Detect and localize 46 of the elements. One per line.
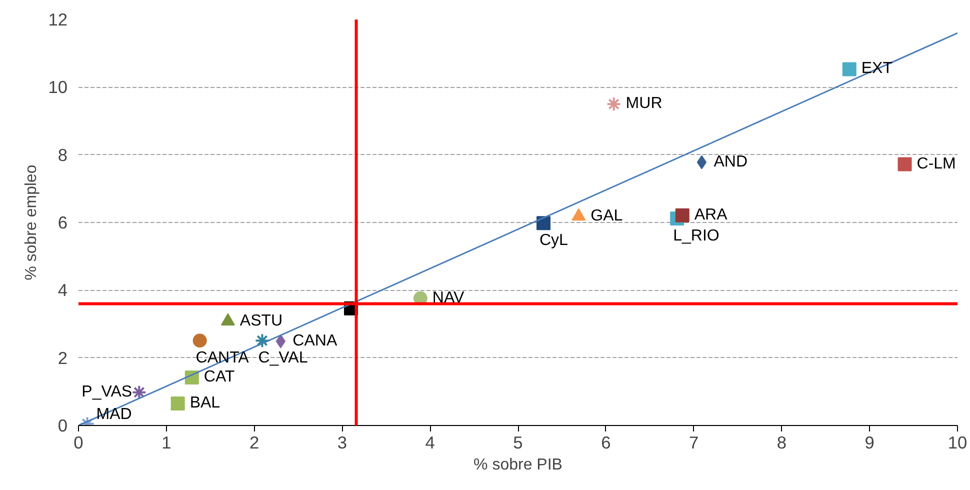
x-axis-title: % sobre PIB — [474, 456, 562, 474]
point — [276, 334, 286, 348]
y-tick-label: 12 — [48, 10, 68, 30]
series-label: CyL — [539, 232, 568, 250]
series-label: CANA — [292, 332, 338, 350]
series-label: L_RIO — [673, 227, 720, 244]
x-tick-label: 2 — [249, 432, 260, 452]
point — [675, 208, 690, 222]
y-tick-label: 10 — [48, 77, 68, 98]
x-tick-label: 8 — [776, 432, 787, 452]
series-label: NAV — [432, 289, 464, 306]
point — [170, 396, 185, 411]
point — [192, 334, 207, 348]
series-label: BAL — [190, 394, 220, 412]
point — [254, 333, 270, 348]
y-tick-label: 6 — [58, 212, 68, 232]
point — [898, 157, 912, 172]
x-tick-label: 4 — [425, 432, 436, 452]
y-tick-label: 2 — [58, 348, 68, 368]
series-label: MAD — [96, 406, 132, 423]
x-tick-label: 0 — [74, 432, 84, 452]
point — [842, 62, 856, 76]
series-label: C_VAL — [258, 350, 308, 367]
series-label: CAT — [204, 368, 235, 386]
y-tick-label: 0 — [58, 416, 68, 436]
series-label: P_VAS — [82, 383, 132, 400]
x-tick-label: 6 — [601, 432, 611, 452]
x-tick-label: 1 — [162, 432, 172, 452]
point — [536, 216, 550, 230]
point — [606, 96, 622, 112]
point — [132, 384, 147, 400]
series-label: AND — [714, 153, 748, 170]
point — [696, 155, 707, 170]
x-tick-label: 5 — [513, 432, 523, 452]
x-tick-label: 10 — [948, 432, 968, 452]
series-label: C-LM — [916, 155, 956, 172]
series-label: GAL — [590, 207, 623, 224]
series-label: MUR — [626, 95, 662, 112]
x-tick-label: 9 — [864, 432, 874, 452]
y-axis-title: % sobre empleo — [23, 164, 40, 280]
x-tick-label: 3 — [337, 432, 348, 452]
series-label: ASTU — [240, 312, 283, 330]
y-tick-label: 8 — [58, 144, 68, 165]
x-tick-label: 7 — [688, 432, 699, 452]
y-tick-label: 4 — [58, 280, 68, 300]
series-label: ARA — [694, 206, 728, 224]
